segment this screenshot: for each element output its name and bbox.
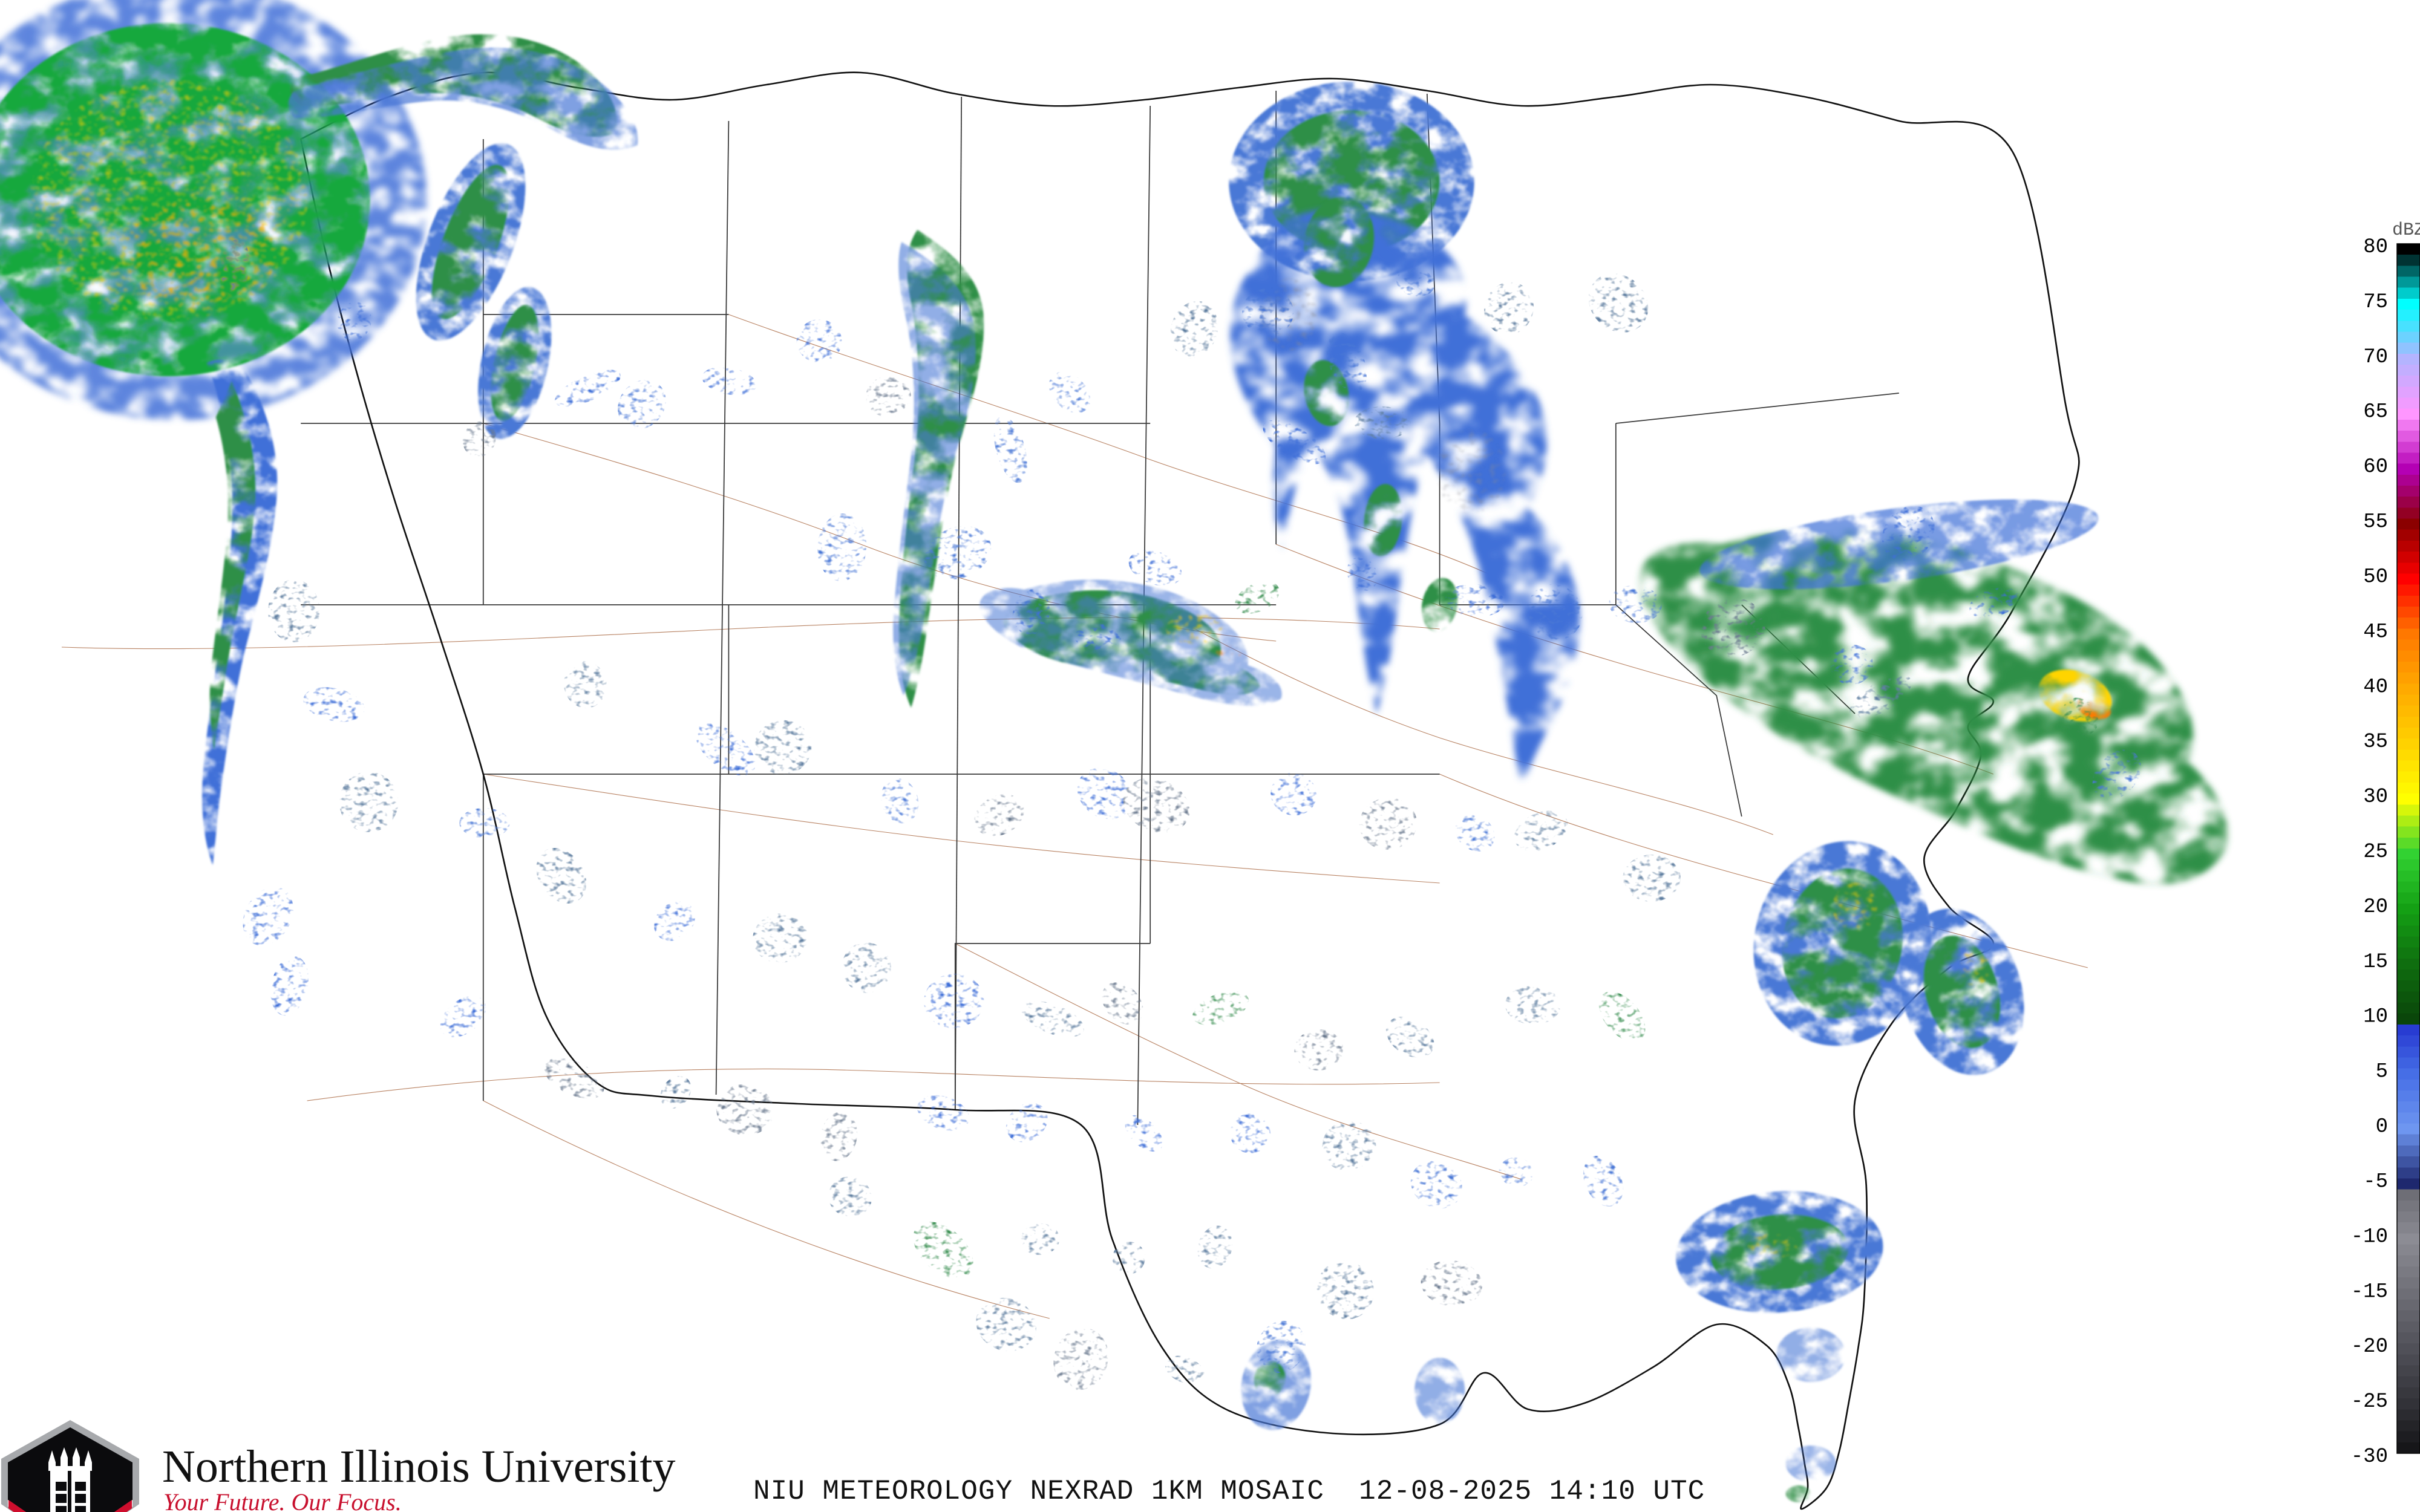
svg-text:25: 25 — [2363, 841, 2388, 864]
svg-text:0: 0 — [2376, 1116, 2388, 1139]
svg-text:-10: -10 — [2351, 1225, 2388, 1248]
svg-text:80: 80 — [2363, 236, 2388, 259]
svg-text:50: 50 — [2363, 565, 2388, 588]
svg-text:-30: -30 — [2351, 1445, 2388, 1468]
svg-text:40: 40 — [2363, 676, 2388, 699]
svg-text:10: 10 — [2363, 1006, 2388, 1029]
svg-text:5: 5 — [2376, 1061, 2388, 1084]
svg-text:65: 65 — [2363, 401, 2388, 424]
svg-text:15: 15 — [2363, 951, 2388, 974]
svg-text:-25: -25 — [2351, 1390, 2388, 1413]
svg-text:55: 55 — [2363, 511, 2388, 534]
svg-text:45: 45 — [2363, 621, 2388, 644]
svg-text:-15: -15 — [2351, 1280, 2388, 1303]
svg-text:35: 35 — [2363, 731, 2388, 754]
svg-text:70: 70 — [2363, 346, 2388, 369]
svg-text:dBZ: dBZ — [2392, 220, 2420, 241]
svg-text:20: 20 — [2363, 896, 2388, 919]
svg-text:60: 60 — [2363, 456, 2388, 479]
svg-text:75: 75 — [2363, 291, 2388, 314]
svg-text:NIU METEOROLOGY NEXRAD 1KM MOS: NIU METEOROLOGY NEXRAD 1KM MOSAIC 12-08-… — [753, 1476, 1705, 1507]
svg-text:-5: -5 — [2363, 1170, 2388, 1193]
svg-text:Your Future. Our Focus.: Your Future. Our Focus. — [163, 1488, 402, 1512]
svg-text:Northern Illinois University: Northern Illinois University — [162, 1441, 676, 1492]
svg-text:-20: -20 — [2351, 1335, 2388, 1358]
svg-text:30: 30 — [2363, 786, 2388, 809]
